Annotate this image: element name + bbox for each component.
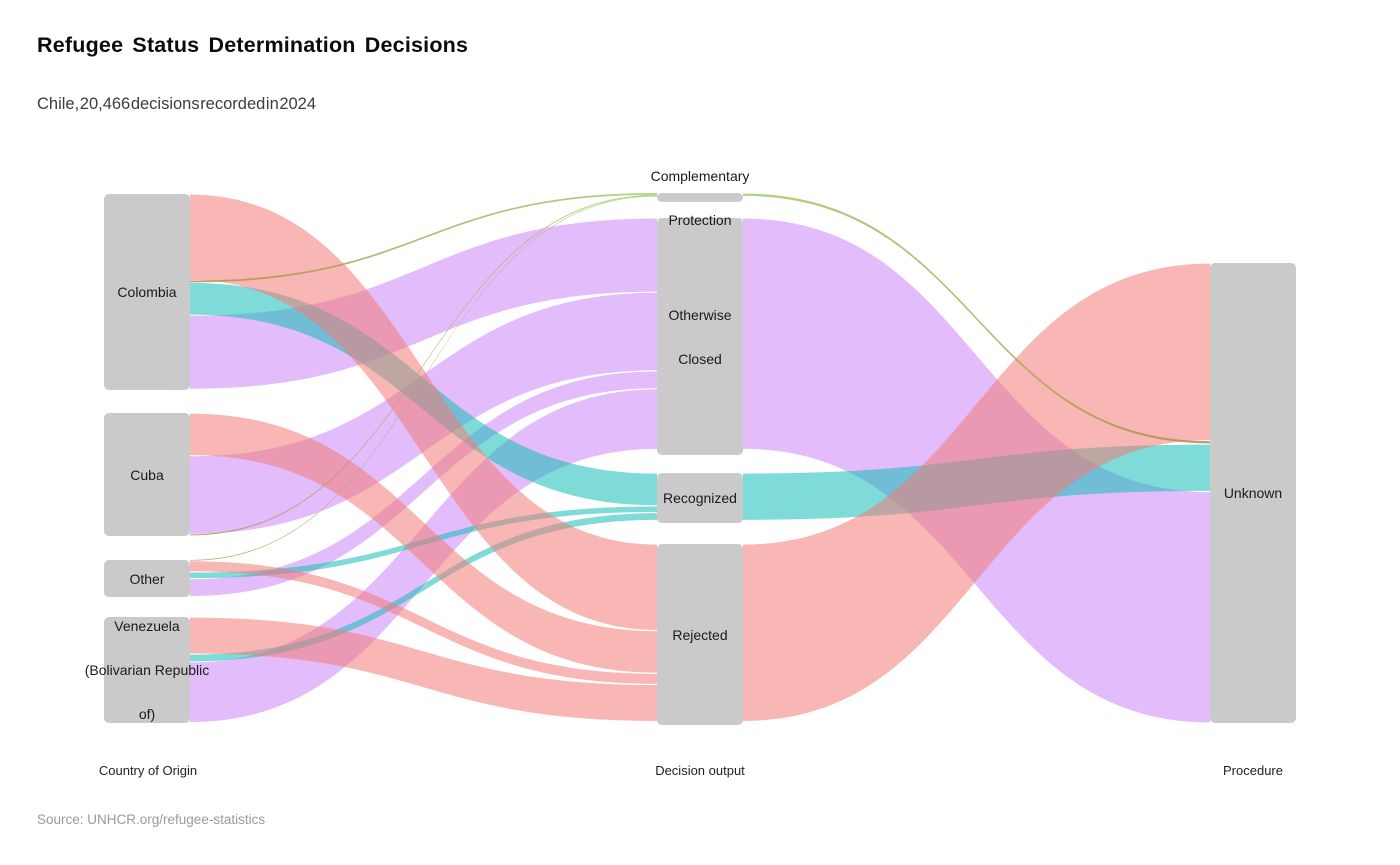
node-recognized[interactable] — [657, 473, 743, 523]
node-venezuela[interactable] — [104, 617, 190, 723]
node-oc[interactable] — [657, 218, 743, 455]
flow-other-to-cp[interactable] — [190, 195, 657, 561]
flow-other-to-rejected[interactable] — [190, 561, 657, 684]
source-note: Source: UNHCR.org/refugee-statistics — [37, 812, 266, 827]
flow-venezuela-to-recognized[interactable] — [190, 513, 657, 662]
sankey-links — [190, 193, 1210, 723]
flow-colombia-to-oc[interactable] — [190, 218, 657, 389]
page-subtitle: Chile, 20,466 decisions recorded in 2024 — [37, 95, 317, 113]
flow-colombia-to-cp[interactable] — [190, 193, 657, 283]
node-cuba[interactable] — [104, 413, 190, 536]
flow-rejected-to-unknown[interactable] — [743, 263, 1210, 721]
page-title: Refugee Status Determination Decisions — [37, 33, 469, 57]
flow-cuba-to-cp[interactable] — [190, 194, 657, 536]
flow-cuba-to-rejected[interactable] — [190, 413, 657, 673]
node-colombia[interactable] — [104, 194, 190, 390]
flow-other-to-oc[interactable] — [190, 371, 657, 597]
node-cp[interactable] — [657, 193, 743, 202]
node-other[interactable] — [104, 560, 190, 597]
column-label-procedure: Procedure — [1223, 763, 1283, 778]
sankey-nodes — [104, 193, 1296, 725]
column-label-decision-output: Decision output — [655, 763, 745, 778]
node-rejected[interactable] — [657, 544, 743, 725]
flow-venezuela-to-rejected[interactable] — [190, 617, 657, 721]
flow-cp-to-unknown[interactable] — [743, 193, 1210, 444]
flow-colombia-to-rejected[interactable] — [190, 194, 657, 630]
node-unknown[interactable] — [1210, 263, 1296, 723]
column-label-country-of-origin: Country of Origin — [98, 763, 198, 778]
